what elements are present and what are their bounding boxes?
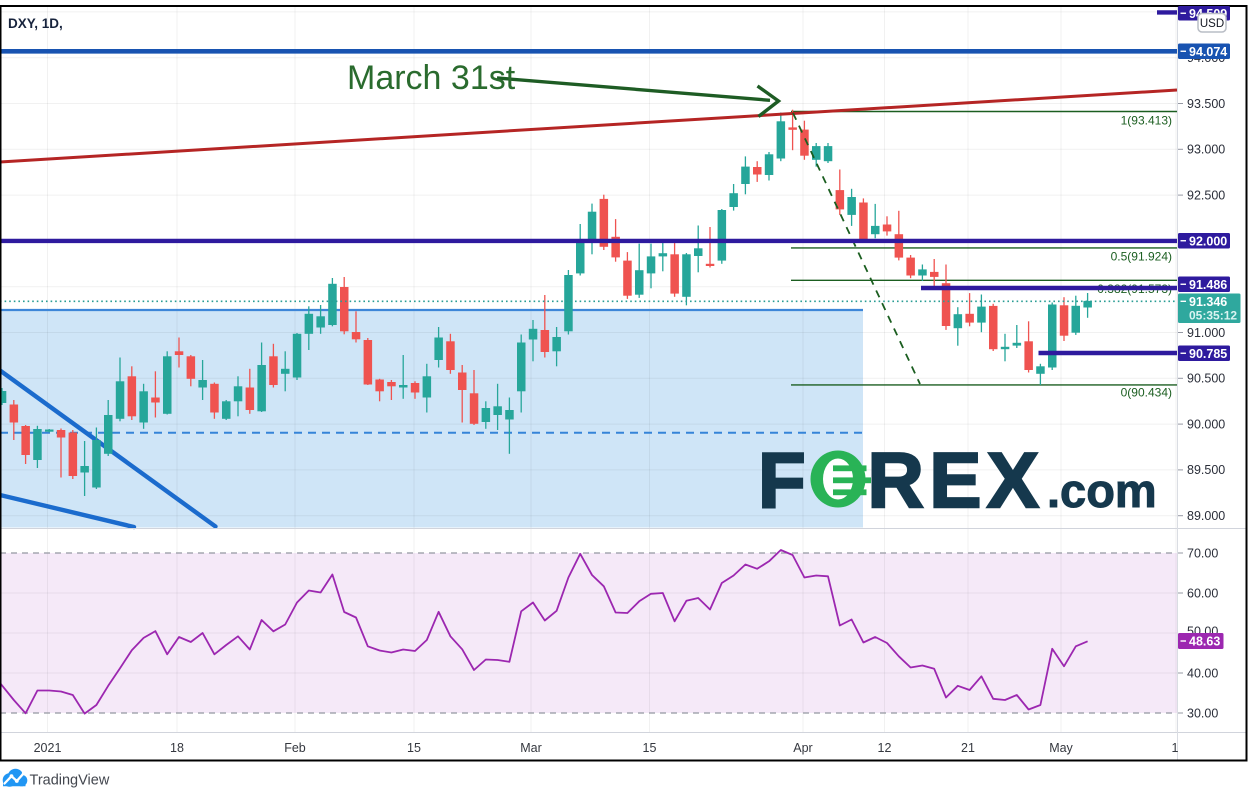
svg-text:89.500: 89.500	[1187, 463, 1225, 477]
svg-text:05:35:12: 05:35:12	[1189, 309, 1237, 323]
svg-text:USD: USD	[1200, 18, 1224, 30]
svg-text:0.5(91.924): 0.5(91.924)	[1111, 250, 1172, 264]
svg-text:TradingView: TradingView	[30, 773, 110, 789]
svg-text:48.63: 48.63	[1189, 635, 1220, 649]
svg-text:Apr: Apr	[793, 741, 812, 755]
svg-text:40.00: 40.00	[1187, 666, 1218, 680]
svg-text:0(90.434): 0(90.434)	[1121, 386, 1172, 400]
svg-text:89.000: 89.000	[1187, 509, 1225, 523]
svg-text:91.000: 91.000	[1187, 326, 1225, 340]
svg-text:90.500: 90.500	[1187, 372, 1225, 386]
svg-text:DXY, 1D,: DXY, 1D,	[8, 16, 63, 31]
svg-text:18: 18	[170, 741, 184, 755]
svg-text:1: 1	[1172, 741, 1179, 755]
svg-text:60.00: 60.00	[1187, 586, 1218, 600]
svg-text:.com: .com	[1047, 464, 1157, 517]
svg-text:Mar: Mar	[520, 741, 542, 755]
svg-text:94.074: 94.074	[1189, 45, 1227, 59]
svg-text:May: May	[1049, 741, 1073, 755]
svg-text:2021: 2021	[34, 741, 62, 755]
svg-text:March 31st: March 31st	[347, 59, 516, 97]
svg-text:70.00: 70.00	[1187, 546, 1218, 560]
svg-text:92.500: 92.500	[1187, 188, 1225, 202]
svg-text:90.000: 90.000	[1187, 417, 1225, 431]
svg-text:91.486: 91.486	[1189, 278, 1227, 292]
svg-text:F: F	[758, 436, 806, 524]
svg-text:15: 15	[407, 741, 421, 755]
svg-text:15: 15	[643, 741, 657, 755]
svg-text:93.000: 93.000	[1187, 143, 1225, 157]
svg-text:90.785: 90.785	[1189, 347, 1227, 361]
svg-text:21: 21	[961, 741, 975, 755]
svg-text:92.000: 92.000	[1189, 234, 1227, 248]
svg-text:1(93.413): 1(93.413)	[1121, 114, 1172, 128]
svg-text:30.00: 30.00	[1187, 706, 1218, 720]
svg-text:91.346: 91.346	[1189, 295, 1227, 309]
svg-text:93.500: 93.500	[1187, 97, 1225, 111]
svg-text:REX: REX	[868, 436, 1045, 524]
svg-text:Feb: Feb	[284, 741, 306, 755]
svg-text:12: 12	[878, 741, 892, 755]
